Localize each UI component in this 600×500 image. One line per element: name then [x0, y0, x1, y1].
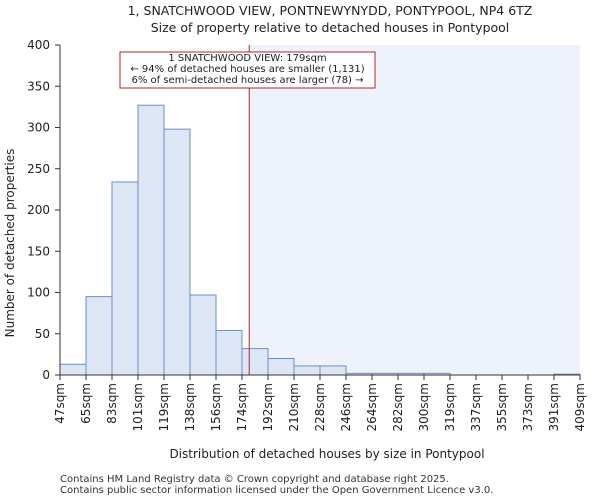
bar	[163, 128, 191, 376]
y-tick-label: 250	[27, 162, 50, 176]
x-tick-label: 373sqm	[521, 383, 535, 431]
x-tick-label: 319sqm	[443, 383, 457, 431]
chart-title: 1, SNATCHWOOD VIEW, PONTNEWYNYDD, PONTYP…	[128, 3, 533, 18]
y-tick-label: 50	[35, 327, 50, 341]
y-tick-label: 350	[27, 79, 50, 93]
x-tick-label: 409sqm	[573, 383, 587, 431]
x-tick-label: 192sqm	[261, 383, 275, 431]
x-tick-label: 282sqm	[391, 383, 405, 431]
x-tick-label: 119sqm	[157, 383, 171, 431]
highlight-region	[249, 45, 580, 375]
bar	[59, 363, 87, 376]
x-tick-label: 210sqm	[287, 383, 301, 431]
bar	[85, 296, 113, 376]
annotation-line-2: ← 94% of detached houses are smaller (1,…	[130, 64, 364, 75]
bars	[59, 104, 581, 376]
x-axis-label: Distribution of detached houses by size …	[169, 447, 484, 461]
x-tick-label: 300sqm	[417, 383, 431, 431]
annotation-box	[119, 51, 376, 89]
x-tick-label: 337sqm	[469, 383, 483, 431]
y-tick-label: 150	[27, 244, 50, 258]
x-tick-label: 228sqm	[313, 383, 327, 431]
x-tick-label: 83sqm	[105, 383, 119, 424]
bar	[215, 329, 243, 376]
bar	[293, 365, 321, 376]
bar	[241, 348, 269, 376]
x-tick-label: 156sqm	[209, 383, 223, 431]
x-tick-label: 355sqm	[495, 383, 509, 431]
y-tick-label: 100	[27, 286, 50, 300]
annotation-line-1: 1 SNATCHWOOD VIEW: 179sqm	[168, 53, 326, 64]
x-ticks: 47sqm 65sqm 83sqm 101sqm 119sqm 138sqm 156sqm 1…	[53, 375, 587, 431]
bar	[189, 294, 217, 376]
y-tick-label: 400	[27, 38, 50, 52]
marker-annotation: 1 SNATCHWOOD VIEW: 179sqm ← 94% of detac…	[119, 51, 376, 89]
x-tick-label: 391sqm	[547, 383, 561, 431]
x-tick-label: 138sqm	[183, 383, 197, 431]
x-tick-label: 264sqm	[365, 383, 379, 431]
y-axis-label: Number of detached properties	[3, 149, 17, 338]
bar	[319, 365, 347, 376]
x-tick-label: 174sqm	[235, 383, 249, 431]
x-tick-label: 47sqm	[53, 383, 67, 424]
y-tick-label: 0	[42, 368, 50, 382]
bar	[137, 104, 165, 376]
x-tick-label: 65sqm	[79, 383, 93, 424]
x-tick-label: 246sqm	[339, 383, 353, 431]
y-tick-label: 300	[27, 121, 50, 135]
footer-copyright: Contains HM Land Registry data © Crown c…	[60, 474, 449, 485]
bar	[267, 358, 295, 376]
annotation-line-3: 6% of semi-detached houses are larger (7…	[131, 75, 363, 86]
y-ticks: 0 50 100 150 200 250 300 350 400	[27, 38, 60, 382]
x-tick-label: 101sqm	[131, 383, 145, 431]
bar	[111, 181, 139, 376]
footer-licence: Contains public sector information licen…	[60, 485, 494, 496]
y-tick-label: 200	[27, 203, 50, 217]
chart-subtitle: Size of property relative to detached ho…	[151, 20, 510, 35]
